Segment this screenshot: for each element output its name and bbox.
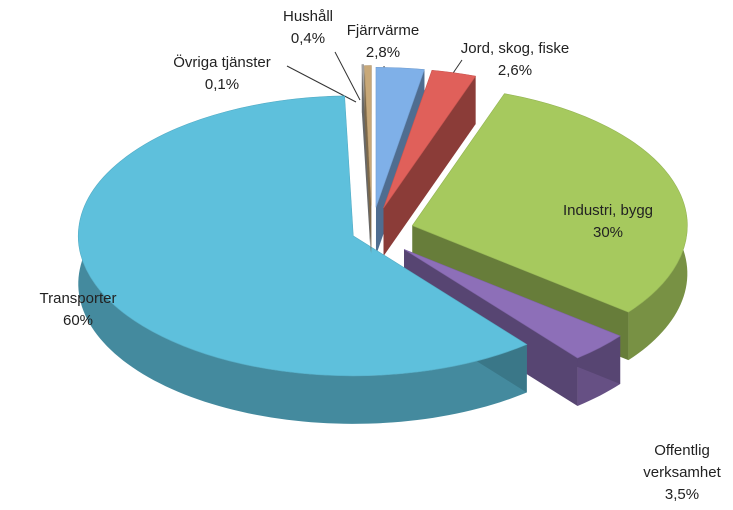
slice <box>77 95 528 424</box>
slice-name: Offentlig verksamhet <box>643 442 721 481</box>
slice-label: Transporter 60% <box>40 288 117 332</box>
slice <box>403 249 621 406</box>
slice-top <box>411 93 688 313</box>
slice-edge <box>383 76 476 257</box>
slice-value: 60% <box>62 312 94 329</box>
slice-name: Fjärrvärme <box>346 22 420 39</box>
slice-label: Fjärrvärme 2,8% <box>347 20 420 64</box>
slice-edge <box>364 65 372 254</box>
slice-top <box>383 69 477 209</box>
slice-label: Jord, skog, fiske 2,6% <box>461 38 569 82</box>
slice-top <box>375 67 425 208</box>
slice-top <box>77 95 528 377</box>
slice-name: Övriga tjänster <box>173 54 271 71</box>
slice-name: Transporter <box>39 290 117 307</box>
slice-label: Industri, bygg 30% <box>563 200 653 244</box>
slice-value: 3,5% <box>664 486 700 503</box>
slice-value: 30% <box>592 224 624 241</box>
slice-label: Övriga tjänster 0,1% <box>173 52 271 96</box>
slice-label: Hushåll 0,4% <box>283 6 333 50</box>
slice-value: 2,6% <box>497 62 533 79</box>
slice-value: 0,4% <box>290 30 326 47</box>
slice-name: Jord, skog, fiske <box>460 40 570 57</box>
slice <box>364 65 372 254</box>
slice-name: Hushåll <box>282 8 334 25</box>
slice-value: 0,1% <box>204 76 240 93</box>
slice-side <box>78 95 527 424</box>
slice <box>383 69 477 257</box>
slice-value: 2,8% <box>365 44 401 61</box>
slice-label: Offentlig verksamhet 3,5% <box>635 440 730 506</box>
slice-name: Industri, bygg <box>562 202 654 219</box>
slice-top <box>403 249 621 359</box>
leader-line <box>334 51 361 101</box>
slice-top <box>364 65 372 206</box>
